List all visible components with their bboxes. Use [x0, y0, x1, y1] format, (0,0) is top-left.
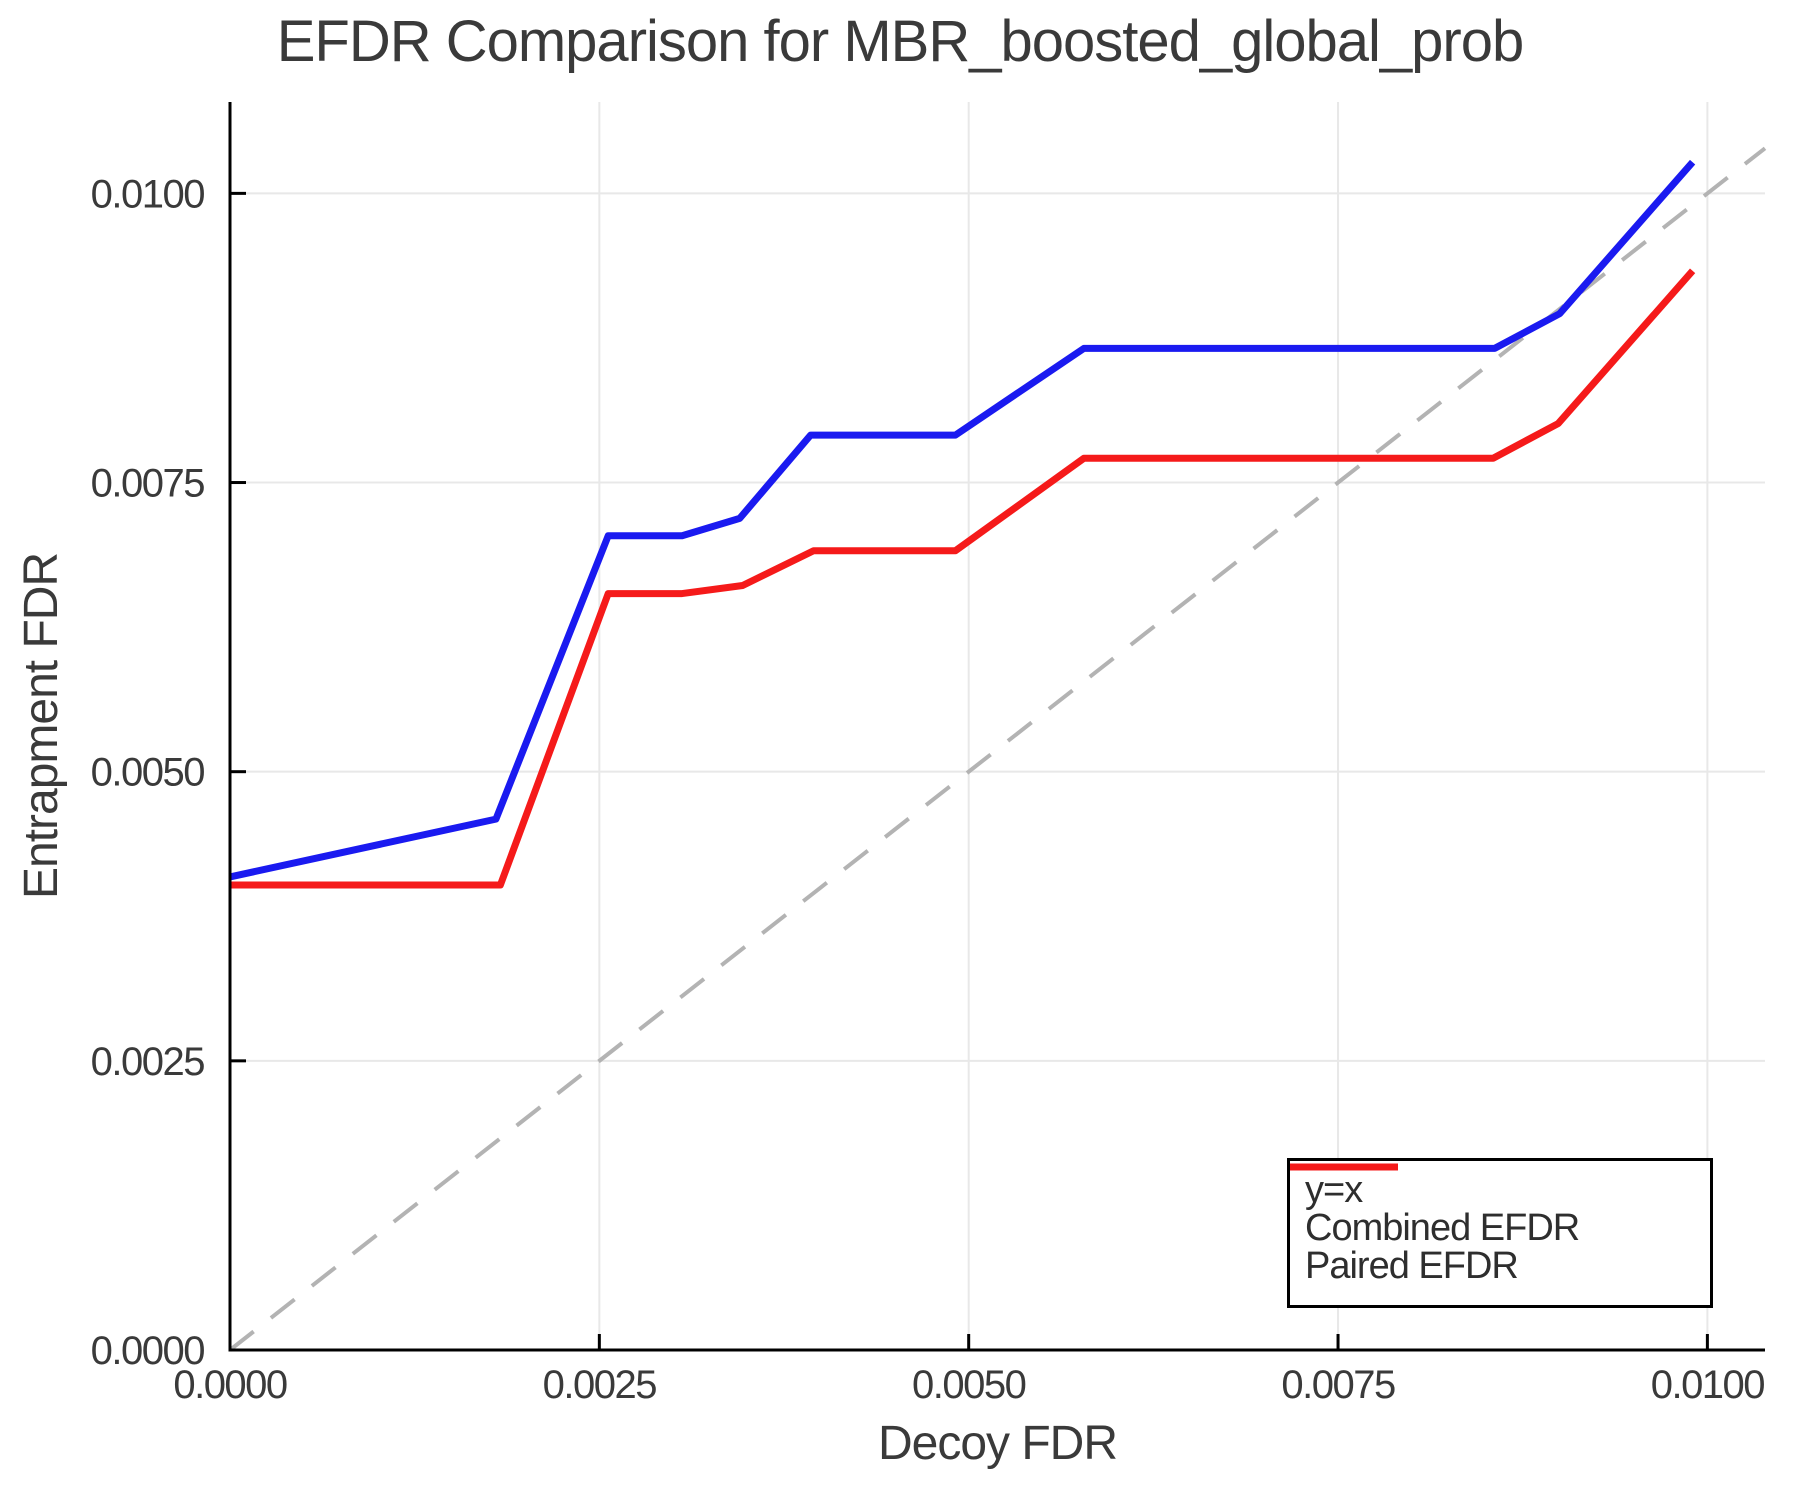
legend-label: Paired EFDR	[1305, 1244, 1519, 1287]
legend-label: Combined EFDR	[1305, 1206, 1580, 1249]
y-axis-label: Entrapment FDR	[15, 552, 68, 900]
axes: 0.0000 0.0025 0.0050 0.0075 0.0100 0.0000 0.00…	[91, 102, 1766, 1407]
y-tick-label: 0.0000	[91, 1329, 205, 1373]
x-tick-label: 0.0100	[1651, 1363, 1765, 1407]
line-paired-efdr	[230, 268, 1696, 889]
line-combined-efdr	[229, 159, 1696, 881]
x-axis-label: Decoy FDR	[877, 1417, 1118, 1470]
legend-label: y=x	[1305, 1168, 1363, 1211]
legend-item-combined-efdr: Combined EFDR	[1290, 1163, 1710, 1249]
y-tick-label: 0.0025	[91, 1040, 205, 1084]
y-tick-label: 0.0100	[91, 172, 205, 216]
legend: y=x Combined EFDR Paired EFDR	[1287, 1158, 1713, 1308]
line-y-x	[228, 146, 1767, 1352]
grid	[230, 102, 1765, 1350]
x-tick-label: 0.0075	[1281, 1363, 1395, 1407]
y-tick-label: 0.0075	[91, 462, 205, 506]
x-tick-label: 0.0025	[543, 1363, 657, 1407]
legend-line-swatch-paired-efdr	[1290, 1163, 1398, 1171]
x-tick-label: 0.0050	[912, 1363, 1026, 1407]
legend-item-paired-efdr: Paired EFDR	[1290, 1163, 1710, 1287]
y-tick-label: 0.0050	[91, 751, 205, 795]
legend-item-y-x: y=x	[1290, 1165, 1710, 1211]
chart-title: EFDR Comparison for MBR_boosted_global_p…	[276, 9, 1525, 74]
x-tick-label: 0.0000	[173, 1363, 287, 1407]
